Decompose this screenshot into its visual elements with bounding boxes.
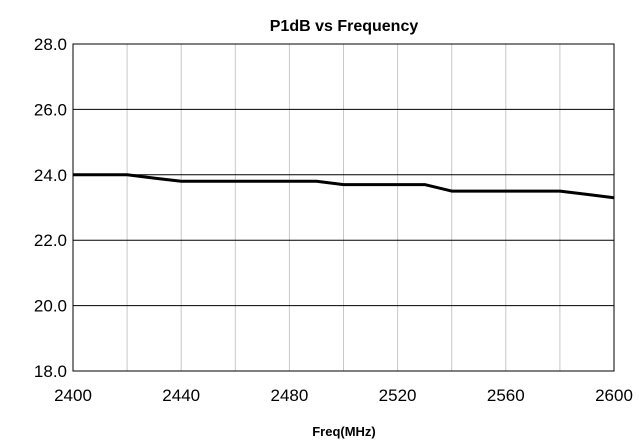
plot-area-frame (72, 43, 615, 372)
series-line (73, 173, 615, 200)
chart-title: P1dB vs Frequency (270, 18, 419, 35)
x-tick-label: 2400 (54, 386, 92, 405)
y-tick-label: 22.0 (34, 231, 67, 250)
x-axis-ticks: 2400 2440 2480 2520 2560 2600 (54, 386, 633, 405)
y-tick-label: 24.0 (34, 166, 67, 185)
y-axis-ticks: 18.0 20.0 22.0 24.0 26.0 28.0 (34, 35, 67, 381)
grid-layer (73, 44, 614, 371)
y-tick-label: 28.0 (34, 35, 67, 54)
y-tick-label: 20.0 (34, 297, 67, 316)
x-tick-label: 2440 (162, 386, 200, 405)
x-tick-label: 2480 (270, 386, 308, 405)
y-tick-label: 18.0 (34, 362, 67, 381)
x-axis-title: Freq(MHz) (312, 424, 376, 439)
x-tick-label: 2520 (379, 386, 417, 405)
x-tick-label: 2600 (595, 386, 633, 405)
series-layer (73, 173, 615, 200)
x-tick-label: 2560 (487, 386, 525, 405)
y-tick-label: 26.0 (34, 100, 67, 119)
